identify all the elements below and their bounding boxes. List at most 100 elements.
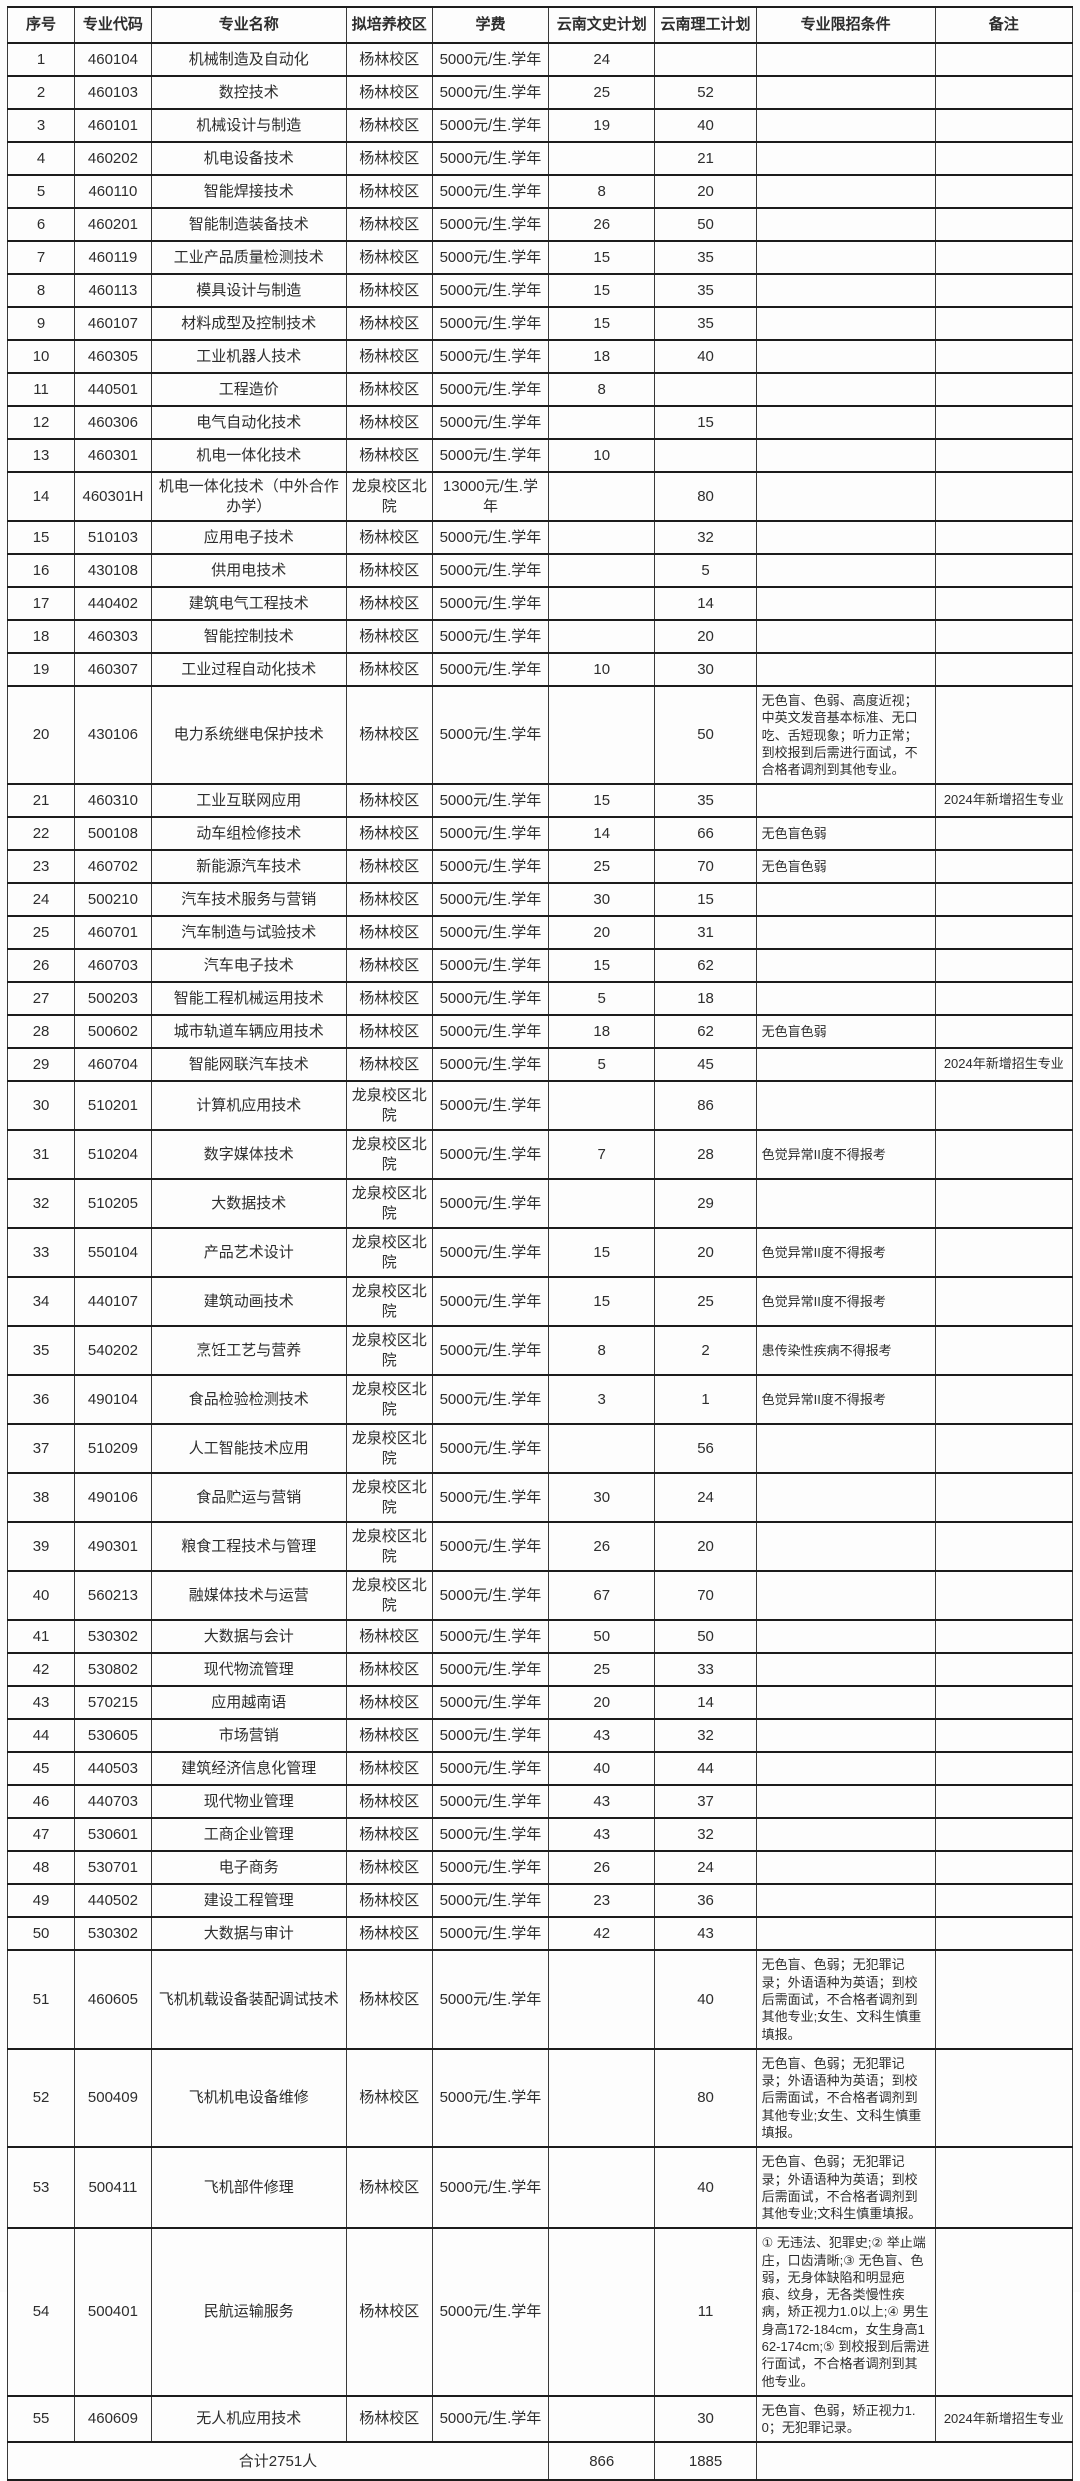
cell-ligong-plan: 62 [654,948,757,984]
cell-major-name: 食品贮运与营销 [150,1472,347,1524]
cell-index: 38 [6,1472,76,1524]
cell-major-code: 430108 [74,553,152,588]
cell-conditions [755,783,936,819]
cell-tuition: 5000元/生.学年 [431,520,549,555]
cell-conditions [755,438,936,473]
cell-ligong-plan: 32 [654,1817,757,1853]
cell-ligong-plan: 24 [654,1850,757,1886]
cell-ligong-plan: 14 [654,586,757,621]
cell-remarks [934,42,1074,77]
table-row: 36 490104 食品检验检测技术 龙泉校区北院 5000元/生.学年 3 1… [6,1374,1074,1426]
header-major-name: 专业名称 [150,6,347,44]
cell-tuition: 5000元/生.学年 [431,1685,549,1721]
cell-wenshi-plan: 26 [547,1521,656,1573]
cell-ligong-plan: 15 [654,882,757,918]
cell-conditions [755,1685,936,1721]
cell-tuition: 5000元/生.学年 [431,1178,549,1230]
cell-campus: 龙泉校区北院 [345,1178,433,1230]
cell-major-code: 530605 [74,1718,152,1754]
table-row: 27 500203 智能工程机械运用技术 杨林校区 5000元/生.学年 5 1… [6,981,1074,1017]
cell-major-name: 材料成型及控制技术 [150,306,347,341]
table-row: 47 530601 工商企业管理 杨林校区 5000元/生.学年 43 32 [6,1817,1074,1853]
cell-major-name: 飞机机载设备装配调试技术 [150,1949,347,2050]
cell-ligong-plan: 36 [654,1883,757,1919]
cell-ligong-plan: 28 [654,1129,757,1181]
cell-campus: 杨林校区 [345,207,433,242]
cell-ligong-plan: 21 [654,141,757,176]
cell-wenshi-plan: 30 [547,1472,656,1524]
cell-index: 25 [6,915,76,951]
cell-campus: 杨林校区 [345,2146,433,2230]
cell-wenshi-plan [547,2146,656,2230]
cell-major-code: 460301 [74,438,152,473]
cell-wenshi-plan: 25 [547,75,656,110]
table-row: 21 460310 工业互联网应用 杨林校区 5000元/生.学年 15 35 … [6,783,1074,819]
cell-tuition: 5000元/生.学年 [431,1817,549,1853]
cell-wenshi-plan: 8 [547,1325,656,1377]
cell-ligong-plan: 31 [654,915,757,951]
cell-major-code: 500411 [74,2146,152,2230]
cell-ligong-plan: 40 [654,1949,757,2050]
cell-conditions: ① 无违法、犯罪史;② 举止端庄，口齿清晰;③ 无色盲、色弱，无身体缺陷和明显疤… [755,2227,936,2397]
cell-campus: 杨林校区 [345,816,433,852]
cell-tuition: 5000元/生.学年 [431,1325,549,1377]
cell-campus: 杨林校区 [345,438,433,473]
cell-ligong-plan: 5 [654,553,757,588]
cell-remarks [934,849,1074,885]
cell-tuition: 5000元/生.学年 [431,1916,549,1952]
cell-tuition: 5000元/生.学年 [431,1949,549,2050]
table-row: 41 530302 大数据与会计 杨林校区 5000元/生.学年 50 50 [6,1619,1074,1655]
cell-ligong-plan: 33 [654,1652,757,1688]
cell-campus: 杨林校区 [345,684,433,786]
cell-major-code: 460609 [74,2394,152,2444]
cell-ligong-plan: 50 [654,1619,757,1655]
cell-campus: 杨林校区 [345,1047,433,1083]
cell-wenshi-plan: 15 [547,306,656,341]
cell-wenshi-plan: 10 [547,438,656,473]
cell-campus: 杨林校区 [345,405,433,440]
cell-remarks [934,75,1074,110]
cell-major-code: 500203 [74,981,152,1017]
cell-major-code: 440107 [74,1276,152,1328]
cell-major-code: 440503 [74,1751,152,1787]
cell-major-name: 机电设备技术 [150,141,347,176]
cell-ligong-plan: 80 [654,471,757,522]
cell-index: 14 [6,471,76,522]
cell-index: 22 [6,816,76,852]
cell-major-name: 粮食工程技术与管理 [150,1521,347,1573]
cell-wenshi-plan: 50 [547,1619,656,1655]
cell-major-code: 460103 [74,75,152,110]
cell-major-name: 智能工程机械运用技术 [150,981,347,1017]
cell-major-code: 570215 [74,1685,152,1721]
cell-wenshi-plan: 19 [547,108,656,143]
cell-index: 42 [6,1652,76,1688]
table-row: 16 430108 供用电技术 杨林校区 5000元/生.学年 5 [6,553,1074,588]
totals-label: 合计2751人 [7,2441,549,2481]
cell-wenshi-plan: 15 [547,783,656,819]
cell-major-name: 汽车制造与试验技术 [150,915,347,951]
cell-ligong-plan: 66 [654,816,757,852]
cell-remarks [934,1325,1074,1377]
cell-major-name: 市场营销 [150,1718,347,1754]
cell-ligong-plan: 29 [654,1178,757,1230]
cell-major-name: 建设工程管理 [150,1883,347,1919]
cell-major-code: 460301H [74,471,152,522]
cell-conditions: 无色盲色弱 [755,849,936,885]
cell-major-name: 动车组检修技术 [150,816,347,852]
cell-wenshi-plan [547,684,656,786]
table-header: 序号 专业代码 专业名称 拟培养校区 学费 云南文史计划 云南理工计划 专业限招… [6,6,1074,44]
cell-index: 13 [6,438,76,473]
cell-wenshi-plan: 20 [547,1685,656,1721]
cell-ligong-plan: 50 [654,684,757,786]
table-row: 48 530701 电子商务 杨林校区 5000元/生.学年 26 24 [6,1850,1074,1886]
cell-campus: 杨林校区 [345,306,433,341]
cell-major-name: 民航运输服务 [150,2227,347,2397]
cell-conditions [755,1619,936,1655]
cell-ligong-plan: 15 [654,405,757,440]
cell-tuition: 5000元/生.学年 [431,1652,549,1688]
cell-campus: 杨林校区 [345,240,433,275]
cell-major-name: 大数据技术 [150,1178,347,1230]
cell-wenshi-plan: 10 [547,652,656,687]
cell-remarks [934,1817,1074,1853]
cell-tuition: 5000元/生.学年 [431,1883,549,1919]
